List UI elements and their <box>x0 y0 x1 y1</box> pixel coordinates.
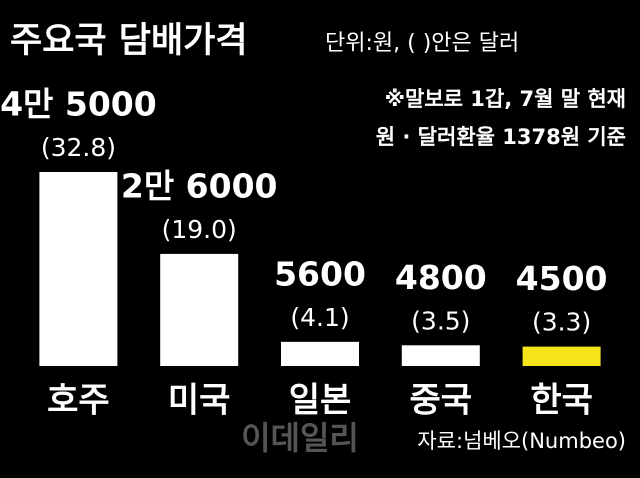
category-label: 중국 <box>410 381 473 421</box>
dollar-label: (4.1) <box>290 303 349 332</box>
watermark: 이데일리 <box>241 419 359 457</box>
value-label: 4500 <box>516 259 608 298</box>
chart-title: 주요국 담배가격 <box>10 21 248 61</box>
source: 자료:넘베오(Numbeo) <box>417 429 626 453</box>
chart-subtitle: 단위:원, ( )안은 달러 <box>325 31 519 56</box>
value-label: 4800 <box>395 258 487 297</box>
value-label: 4만 5000 <box>0 85 157 124</box>
bar <box>160 253 239 366</box>
dollar-label: (32.8) <box>41 133 116 162</box>
dollar-label: (3.5) <box>411 306 470 335</box>
bar <box>281 341 359 366</box>
category-label: 미국 <box>168 381 231 421</box>
value-label: 5600 <box>274 254 366 293</box>
dollar-label: (3.3) <box>532 308 591 337</box>
category-label: 호주 <box>47 381 110 421</box>
value-label: 2만 6000 <box>121 166 278 205</box>
bar <box>401 345 480 366</box>
category-label: 일본 <box>289 381 352 421</box>
annotation: 원 · 달러환율 1378원 기준 <box>376 125 626 149</box>
annotation: ※말보로 1갑, 7월 말 현재 <box>385 87 626 111</box>
bar <box>39 172 118 366</box>
dollar-label: (19.0) <box>162 215 237 244</box>
bar <box>522 346 601 366</box>
category-label: 한국 <box>530 381 593 421</box>
